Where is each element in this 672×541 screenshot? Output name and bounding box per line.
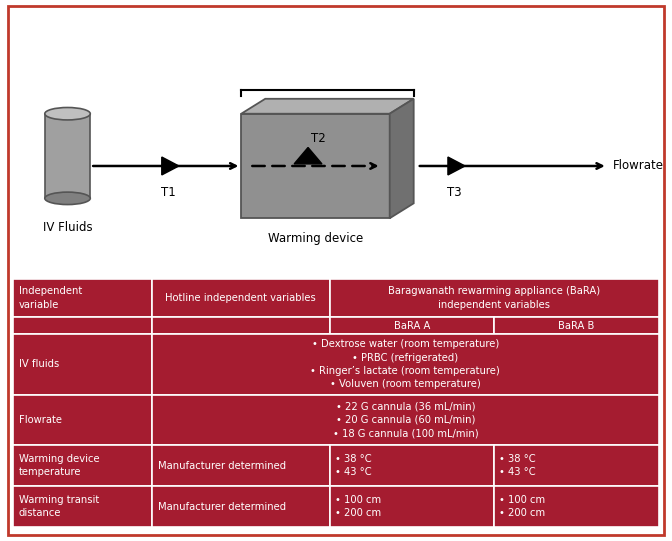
Text: Independent
variable: Independent variable — [19, 286, 82, 309]
Text: T1: T1 — [161, 186, 176, 199]
Polygon shape — [448, 157, 465, 175]
Ellipse shape — [45, 192, 90, 204]
Ellipse shape — [45, 108, 90, 120]
Text: Warming device
temperature: Warming device temperature — [19, 454, 99, 477]
Text: Warming transit
distance: Warming transit distance — [19, 495, 99, 518]
Polygon shape — [162, 157, 179, 175]
Text: Flowrate: Flowrate — [613, 160, 664, 173]
Text: BaRA A: BaRA A — [394, 320, 430, 331]
Bar — [241, 114, 390, 218]
Text: • 38 °C
• 43 °C: • 38 °C • 43 °C — [335, 454, 372, 477]
Text: • 22 G cannula (36 mL/min)
• 20 G cannula (60 mL/min)
• 18 G cannula (100 mL/min: • 22 G cannula (36 mL/min) • 20 G cannul… — [333, 402, 478, 438]
Text: BaRA B: BaRA B — [558, 320, 595, 331]
Polygon shape — [390, 99, 414, 218]
Text: • 100 cm
• 200 cm: • 100 cm • 200 cm — [499, 495, 546, 518]
Polygon shape — [241, 99, 414, 114]
Bar — [45, 114, 90, 199]
Text: • 38 °C
• 43 °C: • 38 °C • 43 °C — [499, 454, 536, 477]
Text: Manufacturer determined: Manufacturer determined — [157, 502, 286, 512]
Text: Warming device: Warming device — [268, 232, 363, 245]
Text: Hotline independent variables: Hotline independent variables — [165, 293, 317, 303]
Polygon shape — [294, 148, 322, 164]
Text: Baragwanath rewarming appliance (BaRA)
independent variables: Baragwanath rewarming appliance (BaRA) i… — [388, 286, 600, 309]
Text: IV Fluids: IV Fluids — [43, 221, 92, 234]
Text: • Dextrose water (room temperature)
• PRBC (refrigerated)
• Ringer’s lactate (ro: • Dextrose water (room temperature) • PR… — [310, 340, 500, 389]
Text: • 100 cm
• 200 cm: • 100 cm • 200 cm — [335, 495, 381, 518]
Text: Manufacturer determined: Manufacturer determined — [157, 460, 286, 471]
Text: IV fluids: IV fluids — [19, 359, 59, 370]
Text: T2: T2 — [311, 132, 326, 145]
Text: T3: T3 — [448, 186, 462, 199]
Text: Flowrate: Flowrate — [19, 415, 62, 425]
